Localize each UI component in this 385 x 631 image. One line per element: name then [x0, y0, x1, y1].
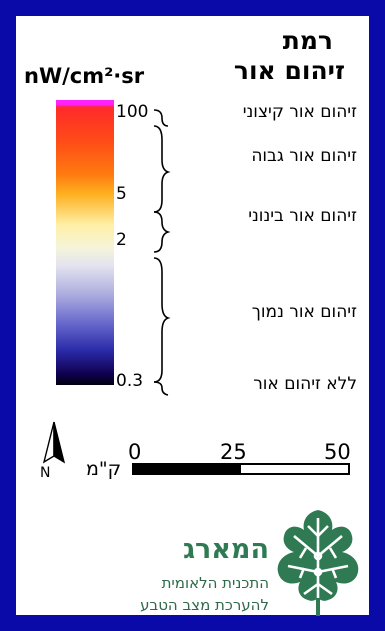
north-arrow-icon: [42, 421, 66, 464]
scale-label-0: 0: [128, 440, 142, 464]
brace-extreme: [153, 109, 169, 127]
brace-none: [153, 381, 169, 396]
brand-name: המארג: [182, 534, 269, 565]
fig-leaf-icon: [277, 510, 359, 616]
brace-high: [153, 125, 171, 213]
legend-panel: רמת זיהום אור nW/cm²·sr 100 5 2 0.3 זיהו…: [16, 16, 369, 616]
color-ramp: [56, 100, 114, 385]
tick-label-5: 5: [116, 184, 127, 204]
legend-title-line1: רמת: [282, 26, 333, 55]
unit-label: nW/cm²·sr: [24, 64, 145, 88]
tick-label-0-3: 0.3: [116, 371, 144, 391]
tick-label-100: 100: [116, 102, 149, 122]
scale-label-25: 25: [220, 440, 247, 464]
category-high: זיהום אור גבוה: [251, 146, 357, 166]
tick-label-2: 2: [116, 230, 127, 250]
category-medium: זיהום אור בינוני: [248, 206, 357, 226]
brace-medium: [153, 211, 171, 253]
scale-bar: [132, 463, 350, 475]
legend-title-line2: זיהום אור: [233, 56, 345, 85]
brand-line2: להערכת מצב הטבע: [140, 596, 269, 614]
category-low: זיהום אור נמוך: [251, 302, 357, 322]
category-none: ללא זיהום אור: [253, 374, 357, 394]
scale-unit-label: ק"מ: [86, 458, 122, 480]
brace-low: [153, 257, 171, 383]
category-extreme: זיהום אור קיצוני: [242, 102, 357, 122]
scale-label-50: 50: [324, 440, 351, 464]
north-label: N: [40, 465, 51, 481]
scale-bar-first-segment: [134, 465, 241, 473]
brand-line1: התכנית הלאומית: [161, 574, 269, 592]
category-braces: [153, 109, 171, 396]
